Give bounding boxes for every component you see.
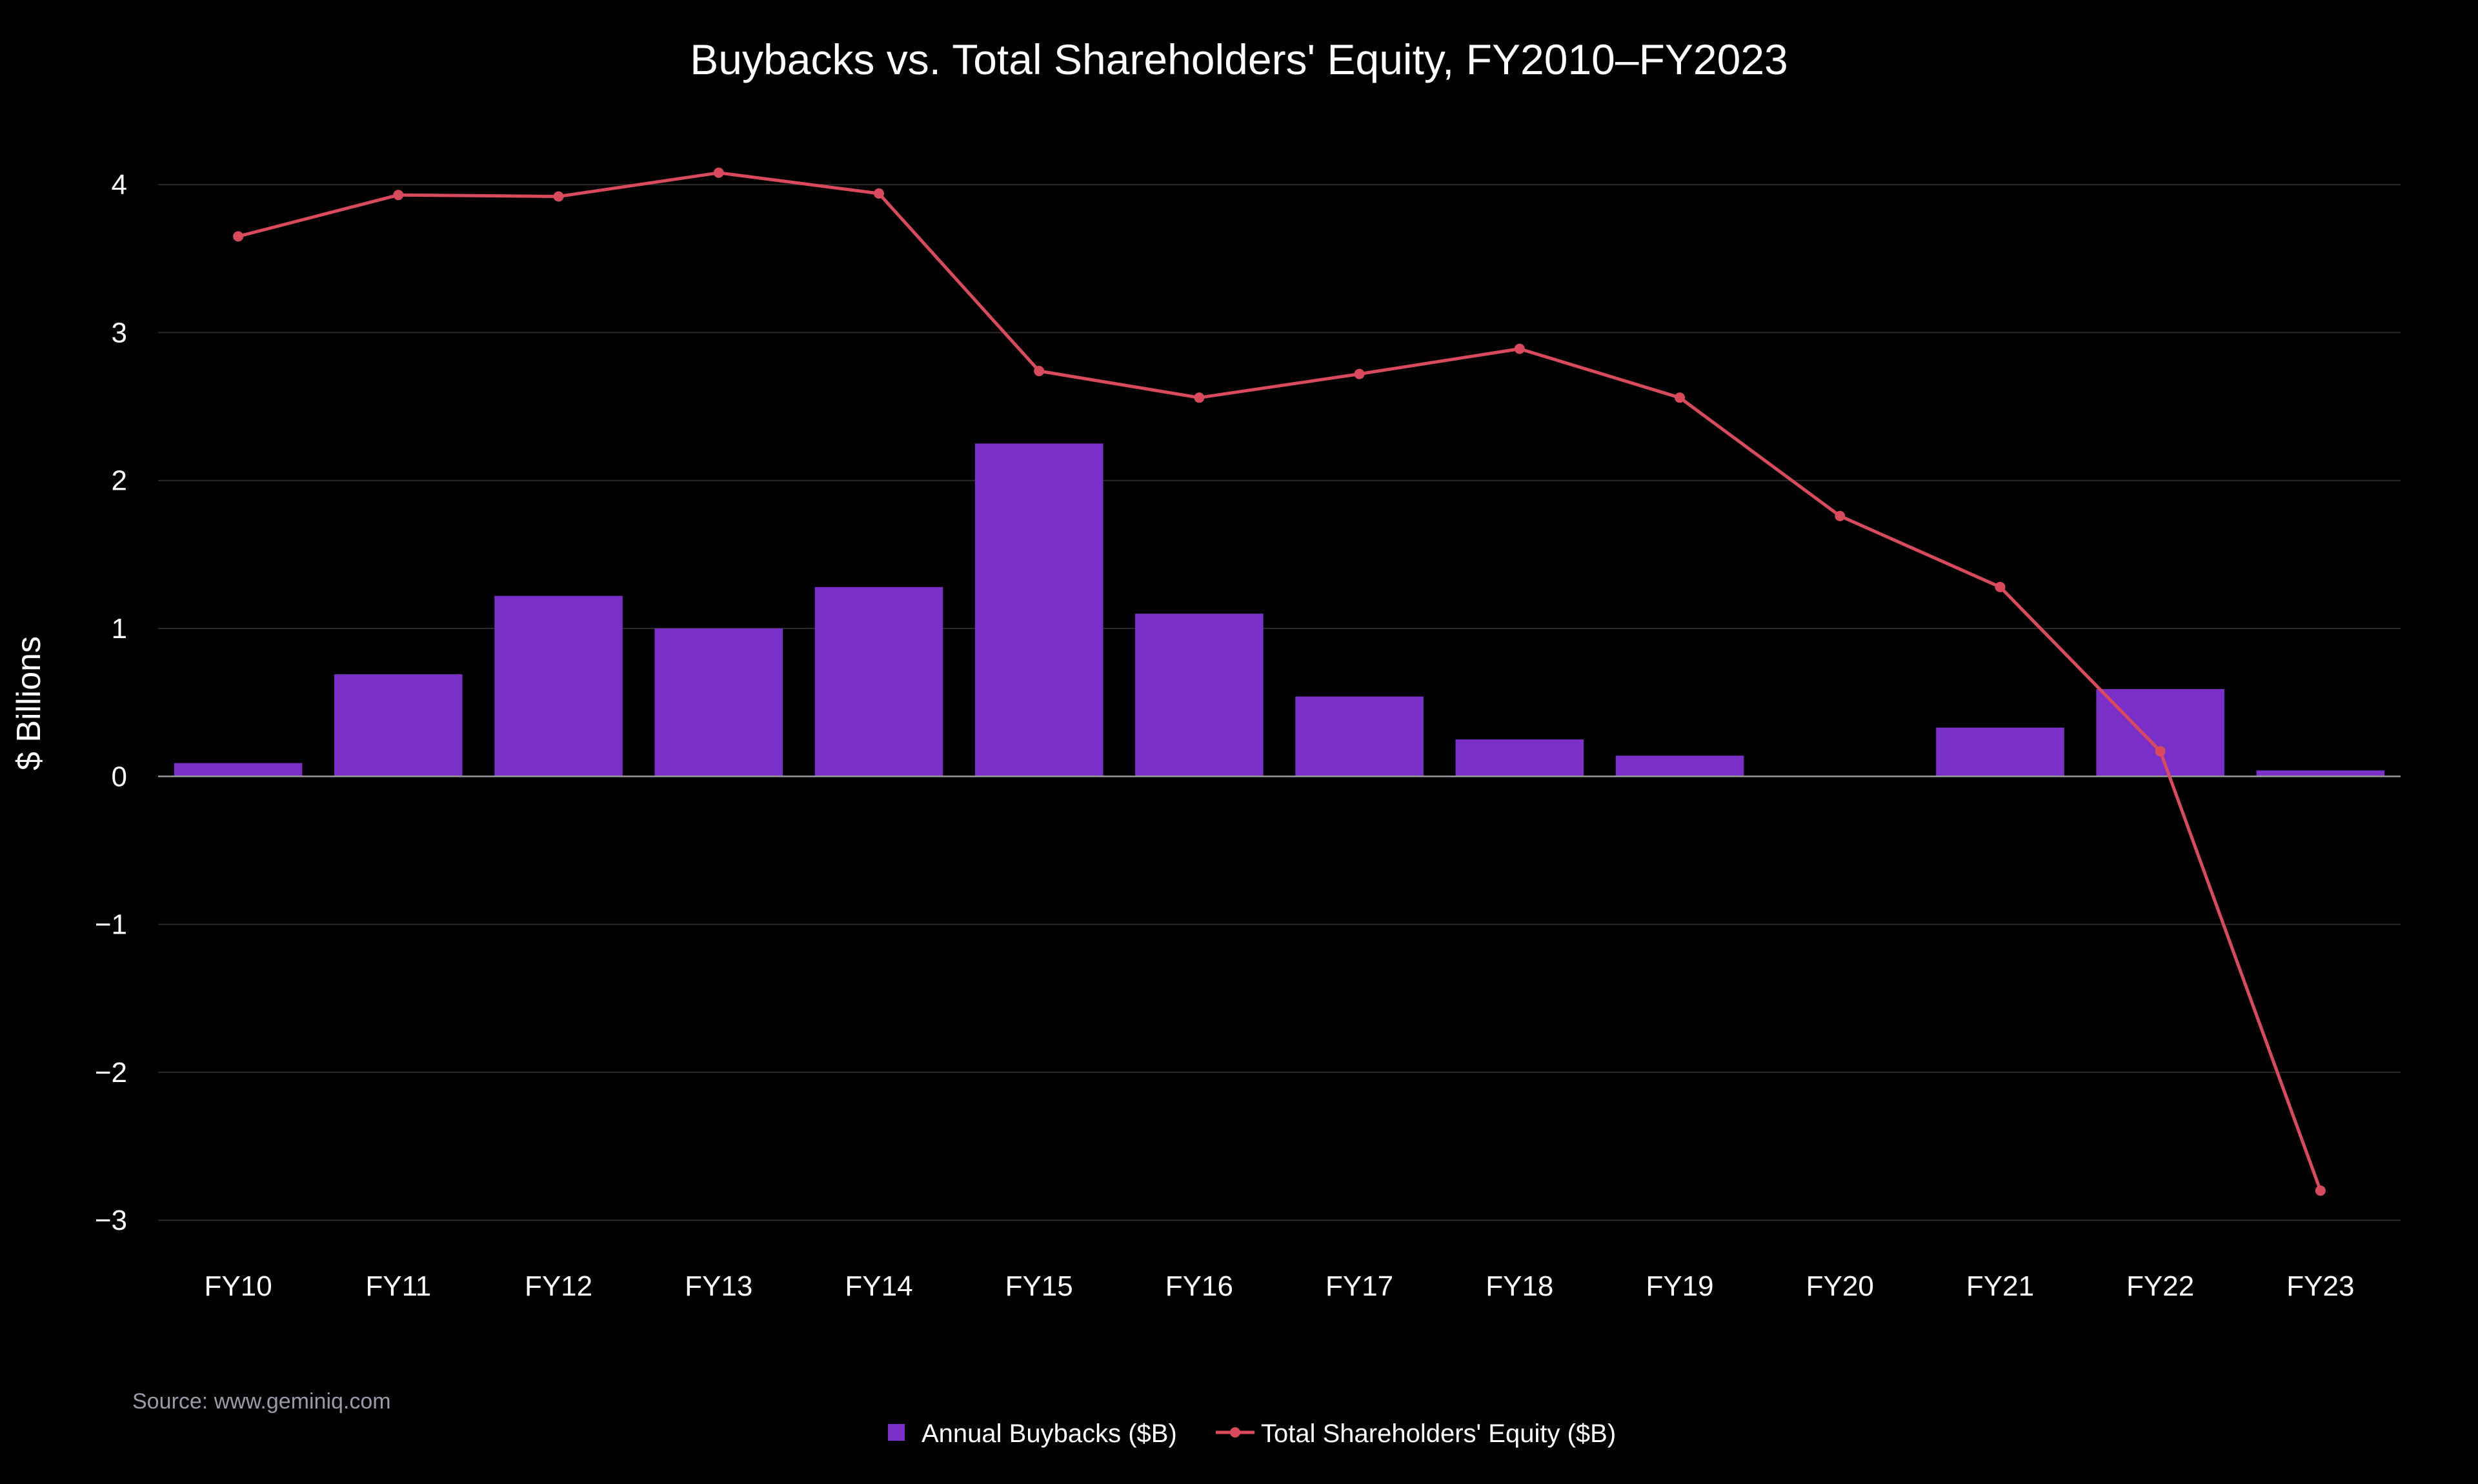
- equity-point: [1514, 343, 1525, 354]
- x-tick-label: FY22: [2126, 1270, 2194, 1302]
- x-tick-label: FY10: [205, 1270, 272, 1302]
- y-tick-label: 2: [112, 465, 127, 497]
- buyback-bar: [334, 674, 463, 777]
- buyback-bar: [1615, 756, 1744, 777]
- x-tick-label: FY14: [845, 1270, 912, 1302]
- x-tick-label: FY23: [2286, 1270, 2354, 1302]
- chart-title: Buybacks vs. Total Shareholders' Equity,…: [690, 35, 1788, 83]
- equity-point: [1835, 510, 1846, 521]
- buyback-bar: [654, 628, 783, 777]
- buyback-bars: [174, 443, 2385, 777]
- x-tick-labels: FY10 FY11 FY12 FY13 FY14 FY15 FY16 FY17 FY18 FY19…: [205, 1270, 2355, 1302]
- y-tick-label: 1: [112, 613, 127, 645]
- y-tick-label: 3: [112, 317, 127, 348]
- buyback-bar: [2256, 770, 2385, 777]
- x-tick-label: FY15: [1005, 1270, 1073, 1302]
- legend-label-buybacks: Annual Buybacks ($B): [922, 1419, 1177, 1448]
- equity-point: [1995, 581, 2006, 592]
- legend-swatch-equity-marker: [1230, 1427, 1240, 1438]
- equity-point: [1034, 366, 1045, 377]
- equity-point: [873, 188, 884, 199]
- buyback-bar: [494, 596, 623, 777]
- y-tick-label: −3: [95, 1205, 127, 1236]
- x-tick-label: FY20: [1806, 1270, 1874, 1302]
- buyback-bar: [174, 763, 303, 777]
- x-tick-label: FY17: [1325, 1270, 1393, 1302]
- equity-point: [713, 167, 724, 178]
- legend-swatch-buybacks: [888, 1424, 905, 1441]
- x-tick-label: FY19: [1646, 1270, 1713, 1302]
- y-tick-labels: 4 3 2 1 0 −1 −2 −3: [95, 169, 127, 1236]
- equity-line-path: [237, 171, 2322, 1192]
- y-axis-title: $ Billions: [10, 636, 48, 770]
- x-tick-label: FY21: [1966, 1270, 2034, 1302]
- equity-point: [553, 191, 564, 202]
- equity-point: [233, 231, 244, 242]
- buyback-bar: [1295, 696, 1424, 777]
- x-tick-label: FY16: [1165, 1270, 1233, 1302]
- equity-point: [2155, 746, 2166, 757]
- buyback-bar: [2096, 689, 2224, 777]
- y-tick-label: 4: [112, 169, 127, 201]
- equity-point: [1194, 392, 1205, 403]
- x-tick-label: FY18: [1486, 1270, 1553, 1302]
- legend-label-equity: Total Shareholders' Equity ($B): [1261, 1419, 1616, 1448]
- x-tick-label: FY11: [365, 1270, 431, 1302]
- buyback-bar: [1455, 739, 1584, 777]
- source-note: Source: www.geminiq.com: [132, 1389, 391, 1414]
- equity-point: [2315, 1185, 2326, 1196]
- equity-line: [233, 167, 2326, 1196]
- y-tick-label: −1: [95, 909, 127, 941]
- buyback-bar: [814, 587, 943, 777]
- buyback-bar: [974, 443, 1103, 777]
- legend: Annual Buybacks ($B) Total Shareholders'…: [888, 1419, 1616, 1448]
- y-tick-label: 0: [112, 761, 127, 792]
- y-tick-label: −2: [95, 1057, 127, 1088]
- x-tick-label: FY13: [685, 1270, 752, 1302]
- buyback-bar: [1135, 614, 1264, 777]
- equity-point: [1675, 392, 1686, 403]
- equity-point: [1354, 368, 1365, 379]
- equity-point: [393, 190, 404, 201]
- buyback-bar: [1936, 727, 2064, 777]
- x-tick-label: FY12: [525, 1270, 592, 1302]
